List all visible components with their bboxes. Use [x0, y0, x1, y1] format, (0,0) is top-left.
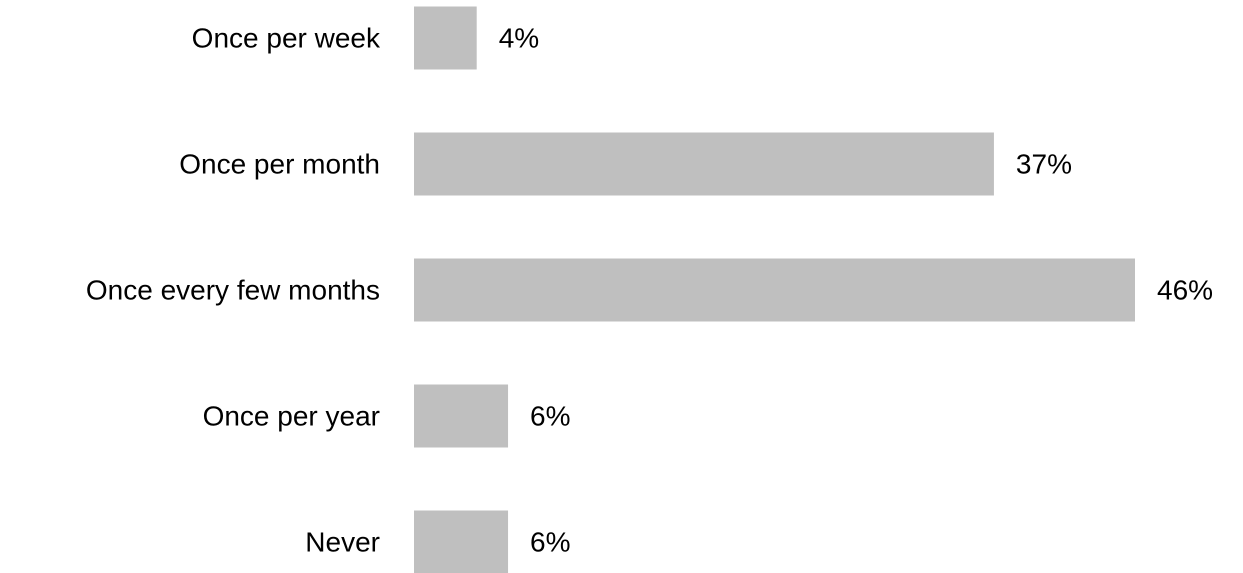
value-labels-group: 4% 37% 46% 6% 6% [499, 23, 1213, 558]
bar-once-per-week [414, 6, 477, 70]
value-label: 46% [1157, 275, 1213, 306]
category-label: Once per week [192, 23, 381, 54]
bar-never [414, 510, 509, 573]
category-label: Once per month [179, 149, 380, 180]
category-label: Once every few months [86, 275, 380, 306]
category-label: Once per year [203, 401, 380, 432]
bars-group [414, 6, 1135, 573]
bar-once-every-few-months [414, 258, 1135, 322]
category-labels-group: Once per week Once per month Once every fe… [86, 23, 381, 558]
value-label: 37% [1016, 149, 1072, 180]
category-label: Never [305, 527, 380, 558]
value-label: 6% [530, 401, 570, 432]
bar-once-per-month [414, 132, 994, 196]
value-label: 6% [530, 527, 570, 558]
bar-once-per-year [414, 384, 509, 448]
value-label: 4% [499, 23, 539, 54]
